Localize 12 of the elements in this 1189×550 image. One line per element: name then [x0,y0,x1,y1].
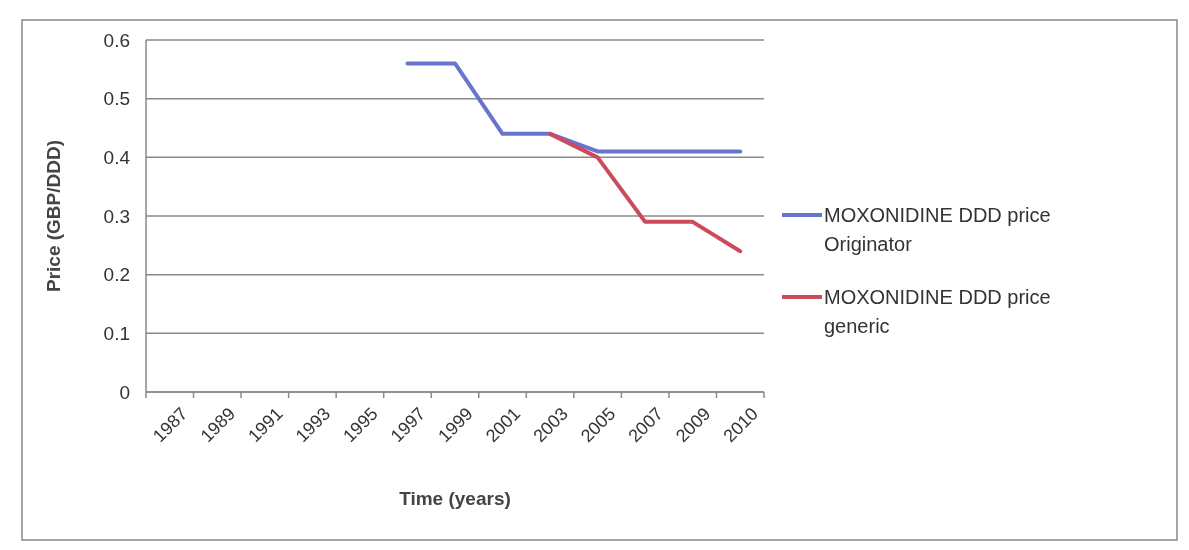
y-tick-label: 0.4 [103,146,131,168]
legend-label: MOXONIDINE DDD price generic [824,286,1051,337]
y-tick-label: 0.2 [103,264,130,286]
y-tick-label: 0 [119,381,130,403]
y-tick-label: 0.1 [103,322,130,344]
y-axis-title: Price (GBP/DDD) [43,139,64,293]
y-tick-label: 0.5 [103,88,130,110]
y-tick-label: 0.3 [103,205,130,227]
y-tick-label: 0.6 [103,29,130,51]
legend-label: MOXONIDINE DDD price Originator [824,204,1051,255]
x-axis-title: Time (years) [399,488,511,509]
line-series [548,131,743,254]
